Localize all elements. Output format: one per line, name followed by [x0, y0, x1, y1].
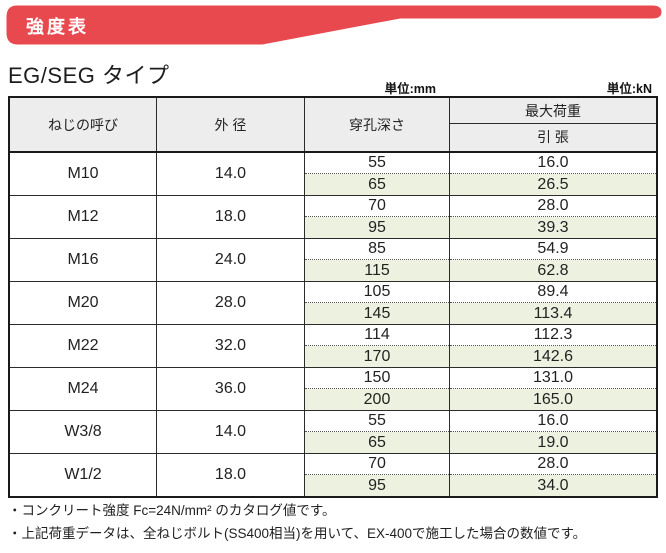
- cell-depth-1: 55: [305, 411, 449, 432]
- cell-outer-diameter: 14.0: [156, 411, 304, 453]
- cell-depth-2: 95: [305, 475, 449, 496]
- cell-depth-2: 65: [305, 432, 449, 453]
- table-header-row: ねじの呼び 外 径 穿孔深さ 最大荷重 引 張: [10, 98, 656, 153]
- cell-outer-diameter: 28.0: [156, 282, 304, 324]
- cell-thread-size: M10: [10, 153, 156, 195]
- page-title: EG/SEG タイプ: [8, 63, 170, 88]
- cell-depth-2: 170: [305, 346, 449, 367]
- cell-tensions: 16.0 19.0: [449, 411, 656, 453]
- unit-label-kn: 単位:kN: [606, 82, 652, 96]
- cell-tensions: 89.4 113.4: [449, 282, 656, 324]
- cell-tension-2: 62.8: [450, 260, 656, 281]
- cell-depth-1: 70: [305, 196, 449, 217]
- cell-thread-size: M20: [10, 282, 156, 324]
- cell-drill-depths: 114 170: [304, 325, 449, 367]
- table-row: W3/8 14.0 55 65 16.0 19.0: [10, 410, 656, 453]
- cell-depth-2: 95: [305, 217, 449, 238]
- header-max-load: 最大荷重: [450, 98, 656, 124]
- cell-tension-1: 89.4: [450, 282, 656, 303]
- cell-depth-1: 114: [305, 325, 449, 346]
- cell-depth-1: 150: [305, 368, 449, 389]
- table-row: M24 36.0 150 200 131.0 165.0: [10, 367, 656, 410]
- cell-outer-diameter: 32.0: [156, 325, 304, 367]
- cell-tension-1: 131.0: [450, 368, 656, 389]
- cell-drill-depths: 150 200: [304, 368, 449, 410]
- cell-thread-size: M24: [10, 368, 156, 410]
- table-row: M20 28.0 105 145 89.4 113.4: [10, 281, 656, 324]
- cell-drill-depths: 105 145: [304, 282, 449, 324]
- cell-outer-diameter: 18.0: [156, 196, 304, 238]
- header-outer-diameter: 外 径: [156, 98, 304, 151]
- cell-outer-diameter: 14.0: [156, 153, 304, 195]
- cell-depth-2: 65: [305, 174, 449, 195]
- cell-tension-1: 28.0: [450, 196, 656, 217]
- footnote-catalog-value: ・コンクリート強度 Fc=24N/mm² のカタログ値です。: [8, 503, 336, 518]
- cell-depth-1: 55: [305, 153, 449, 174]
- cell-thread-size: M12: [10, 196, 156, 238]
- cell-tensions: 54.9 62.8: [449, 239, 656, 281]
- cell-tensions: 28.0 39.3: [449, 196, 656, 238]
- cell-outer-diameter: 36.0: [156, 368, 304, 410]
- section-ribbon: [6, 5, 662, 45]
- strength-table: ねじの呼び 外 径 穿孔深さ 最大荷重 引 張 M10 14.0 55 65 1…: [8, 96, 658, 498]
- cell-drill-depths: 55 65: [304, 411, 449, 453]
- cell-drill-depths: 85 115: [304, 239, 449, 281]
- cell-tension-2: 113.4: [450, 303, 656, 324]
- cell-tension-1: 16.0: [450, 411, 656, 432]
- cell-tension-2: 165.0: [450, 389, 656, 410]
- cell-tension-1: 112.3: [450, 325, 656, 346]
- cell-depth-1: 105: [305, 282, 449, 303]
- cell-depth-1: 70: [305, 454, 449, 475]
- cell-outer-diameter: 24.0: [156, 239, 304, 281]
- cell-tension-2: 34.0: [450, 475, 656, 496]
- header-drill-depth: 穿孔深さ: [304, 98, 449, 151]
- cell-drill-depths: 70 95: [304, 196, 449, 238]
- unit-label-mm: 単位:mm: [384, 82, 436, 96]
- table-row: M12 18.0 70 95 28.0 39.3: [10, 195, 656, 238]
- table-row: M10 14.0 55 65 16.0 26.5: [10, 153, 656, 195]
- cell-depth-2: 115: [305, 260, 449, 281]
- cell-drill-depths: 55 65: [304, 153, 449, 195]
- cell-drill-depths: 70 95: [304, 454, 449, 496]
- cell-tensions: 28.0 34.0: [449, 454, 656, 496]
- table-row: W1/2 18.0 70 95 28.0 34.0: [10, 453, 656, 496]
- cell-thread-size: W1/2: [10, 454, 156, 496]
- cell-depth-1: 85: [305, 239, 449, 260]
- cell-tension-2: 39.3: [450, 217, 656, 238]
- footnotes: ・コンクリート強度 Fc=24N/mm² のカタログ値です。 ・上記荷重データは…: [8, 501, 586, 546]
- table-row: M16 24.0 85 115 54.9 62.8: [10, 238, 656, 281]
- cell-depth-2: 200: [305, 389, 449, 410]
- section-title: 強度表: [26, 17, 89, 37]
- footnote-load-data: ・上記荷重データは、全ねじボルト(SS400相当)を用いて、EX-400で施工し…: [8, 525, 587, 541]
- header-tension: 引 張: [537, 129, 569, 145]
- cell-outer-diameter: 18.0: [156, 454, 304, 496]
- cell-tension-1: 54.9: [450, 239, 656, 260]
- cell-thread-size: W3/8: [10, 411, 156, 453]
- cell-depth-2: 145: [305, 303, 449, 324]
- header-max-load-group: 最大荷重 引 張: [449, 98, 656, 151]
- cell-tensions: 131.0 165.0: [449, 368, 656, 410]
- cell-thread-size: M22: [10, 325, 156, 367]
- cell-thread-size: M16: [10, 239, 156, 281]
- cell-tension-1: 16.0: [450, 153, 656, 174]
- cell-tension-1: 28.0: [450, 454, 656, 475]
- cell-tensions: 112.3 142.6: [449, 325, 656, 367]
- cell-tensions: 16.0 26.5: [449, 153, 656, 195]
- cell-tension-2: 142.6: [450, 346, 656, 367]
- cell-tension-2: 26.5: [450, 174, 656, 195]
- table-row: M22 32.0 114 170 112.3 142.6: [10, 324, 656, 367]
- header-thread-size: ねじの呼び: [48, 116, 118, 133]
- cell-tension-2: 19.0: [450, 432, 656, 453]
